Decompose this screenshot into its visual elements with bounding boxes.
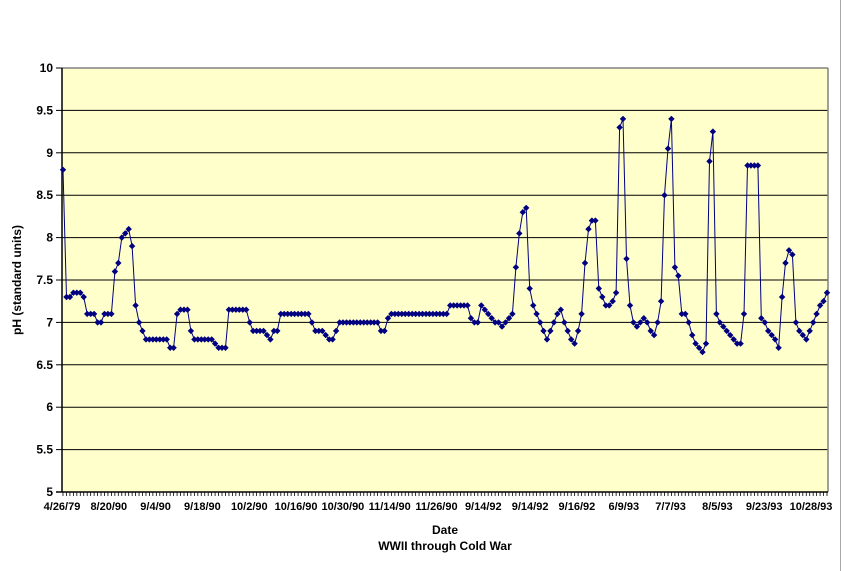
svg-text:11/14/90: 11/14/90 xyxy=(369,501,411,513)
svg-text:9: 9 xyxy=(46,146,53,160)
x-axis-title: Date xyxy=(431,523,458,537)
svg-text:9/23/93: 9/23/93 xyxy=(746,501,783,513)
svg-text:5.5: 5.5 xyxy=(36,443,53,457)
svg-text:9/14/92: 9/14/92 xyxy=(512,501,549,513)
svg-text:6/9/93: 6/9/93 xyxy=(609,501,640,513)
svg-text:9/18/90: 9/18/90 xyxy=(184,501,221,513)
svg-text:9/4/90: 9/4/90 xyxy=(140,501,171,513)
y-axis-title: pH (standard units) xyxy=(10,225,24,335)
svg-text:5: 5 xyxy=(46,485,53,499)
svg-text:9/14/92: 9/14/92 xyxy=(465,501,502,513)
svg-text:7/7/93: 7/7/93 xyxy=(655,501,686,513)
svg-text:11/26/90: 11/26/90 xyxy=(415,501,457,513)
svg-text:8/5/93: 8/5/93 xyxy=(702,501,733,513)
y-axis-ticks: 10 9.5 9 8.5 8 7.5 7 6.5 6 5.5 5 xyxy=(36,61,62,499)
svg-text:7.5: 7.5 xyxy=(36,273,53,287)
x-axis-ticks: 4/26/79 8/20/90 9/4/90 9/18/90 10/2/90 10/16/… xyxy=(44,492,833,513)
svg-text:10/16/90: 10/16/90 xyxy=(275,501,318,513)
svg-text:6: 6 xyxy=(46,400,53,414)
svg-text:10/28/93: 10/28/93 xyxy=(790,501,833,513)
svg-text:4/26/79: 4/26/79 xyxy=(44,501,81,513)
svg-text:10: 10 xyxy=(40,61,54,75)
x-axis-subtitle: WWII through Cold War xyxy=(378,539,512,553)
svg-text:10/2/90: 10/2/90 xyxy=(231,501,268,513)
svg-text:10/30/90: 10/30/90 xyxy=(321,501,364,513)
svg-text:6.5: 6.5 xyxy=(36,358,53,372)
data-series-ph xyxy=(59,115,831,356)
svg-text:8.5: 8.5 xyxy=(36,188,53,202)
svg-text:8: 8 xyxy=(46,231,53,245)
svg-text:9/16/92: 9/16/92 xyxy=(559,501,596,513)
svg-text:8/20/90: 8/20/90 xyxy=(90,501,127,513)
svg-text:7: 7 xyxy=(46,315,53,329)
svg-text:9.5: 9.5 xyxy=(36,103,53,117)
